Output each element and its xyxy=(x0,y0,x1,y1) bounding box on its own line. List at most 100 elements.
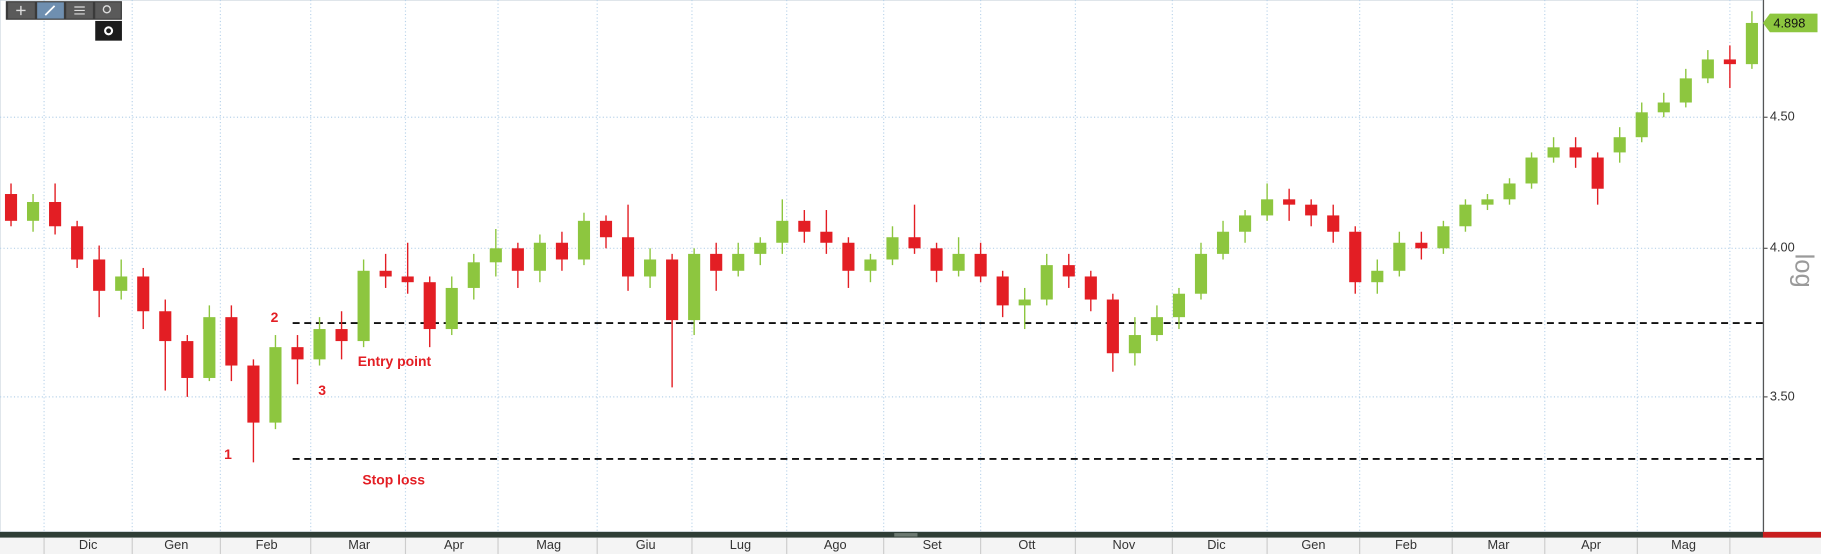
candle-body xyxy=(952,253,965,271)
toolbar xyxy=(5,1,122,41)
candle-body xyxy=(1349,231,1362,283)
tool-settings[interactable] xyxy=(95,20,122,41)
last-price-label: 4.898 xyxy=(1773,15,1805,30)
right-axis-area xyxy=(1762,0,1821,532)
candle-body xyxy=(974,253,987,277)
x-tick-label: Set xyxy=(923,537,943,552)
y-tick-label: 4.00 xyxy=(1770,240,1795,255)
grid xyxy=(0,0,1763,532)
candle-body xyxy=(996,276,1009,306)
x-tick-label: Gen xyxy=(164,537,188,552)
candle-body xyxy=(533,242,546,271)
levels xyxy=(292,322,1763,460)
candle-body xyxy=(1062,265,1075,277)
candle-body xyxy=(1194,253,1208,294)
bottom-bar-end xyxy=(1762,531,1821,538)
candle-body xyxy=(181,341,194,378)
candle-body xyxy=(71,226,84,260)
tool-zoom[interactable] xyxy=(95,2,121,19)
candle-body xyxy=(489,248,502,263)
candle-body xyxy=(1150,317,1163,336)
x-tick-label: Giu xyxy=(636,537,656,552)
candle-body xyxy=(115,276,128,291)
candle-body xyxy=(1745,22,1758,65)
candle-body xyxy=(203,317,216,378)
candle-body xyxy=(621,237,635,277)
annotation: 2 xyxy=(271,309,279,325)
candle-body xyxy=(842,242,855,271)
candle-body xyxy=(577,220,591,260)
candle-body xyxy=(1393,242,1406,271)
x-tick-label: Mag xyxy=(536,537,561,552)
annotation: Entry point xyxy=(358,353,432,369)
x-tick-label: Nov xyxy=(1113,537,1136,552)
candle-body xyxy=(335,329,348,342)
candle-body xyxy=(379,270,392,277)
x-tick-label: Ago xyxy=(824,537,847,552)
candle-body xyxy=(644,259,657,277)
candle-body xyxy=(1481,199,1494,205)
x-tick-label: Mar xyxy=(1487,537,1510,552)
candle-body xyxy=(1437,226,1450,249)
candle-body xyxy=(688,253,701,321)
scroll-handle[interactable] xyxy=(894,533,918,537)
candle-body xyxy=(1040,265,1053,300)
candle-body xyxy=(1569,147,1582,158)
annotation: Stop loss xyxy=(362,472,425,488)
x-tick-label: Dic xyxy=(1207,537,1226,552)
x-axis-area xyxy=(0,537,1821,554)
candle-body xyxy=(930,248,943,271)
icon-settings xyxy=(104,26,114,36)
candle-body xyxy=(1239,215,1252,232)
candle-body xyxy=(357,270,370,342)
candle-body xyxy=(1723,59,1736,65)
x-tick-label: Ott xyxy=(1018,537,1035,552)
icon-notes xyxy=(74,6,85,15)
x-tick-label: Feb xyxy=(256,537,278,552)
candle-body xyxy=(401,276,414,283)
x-tick-label: Gen xyxy=(1301,537,1325,552)
y-axis-label: log xyxy=(1790,254,1818,288)
candle-body xyxy=(26,201,40,221)
candle-body xyxy=(1459,204,1472,227)
candle-body xyxy=(269,347,282,423)
candle-body xyxy=(4,194,18,221)
candle-body xyxy=(599,220,613,238)
icon-crosshair xyxy=(16,5,26,16)
candle-body xyxy=(798,220,811,232)
candle-body xyxy=(467,262,480,288)
candle-body xyxy=(886,237,899,260)
candle-body xyxy=(820,231,833,243)
x-tick-label: Mag xyxy=(1671,537,1696,552)
y-tick-label: 4.50 xyxy=(1770,109,1795,124)
candle-body xyxy=(1106,299,1119,354)
candle-body xyxy=(137,276,150,312)
candle-body xyxy=(1084,276,1097,300)
candle-body xyxy=(1261,199,1274,216)
candle-body xyxy=(423,282,436,330)
candle-body xyxy=(1018,299,1031,306)
candle-body xyxy=(511,248,524,271)
candle-body xyxy=(908,237,921,249)
candle-body xyxy=(555,242,568,260)
candle-body xyxy=(1172,293,1186,318)
candle-body xyxy=(159,311,172,342)
candle-body xyxy=(225,317,238,366)
candle-body xyxy=(1305,204,1318,216)
icon-zoom xyxy=(102,5,112,14)
candle-body xyxy=(93,259,106,291)
candle-body xyxy=(1503,183,1516,200)
candle-body xyxy=(1591,157,1604,189)
candle-body xyxy=(1327,215,1340,232)
candle-body xyxy=(1547,147,1560,158)
candle-body xyxy=(49,201,62,227)
plot-area xyxy=(0,0,1764,533)
candle-body xyxy=(1635,112,1648,138)
x-tick-label: Feb xyxy=(1395,537,1417,552)
candle-body xyxy=(1128,335,1141,354)
candle-body xyxy=(291,347,304,360)
candle-body xyxy=(247,365,260,423)
candles xyxy=(4,11,1758,463)
